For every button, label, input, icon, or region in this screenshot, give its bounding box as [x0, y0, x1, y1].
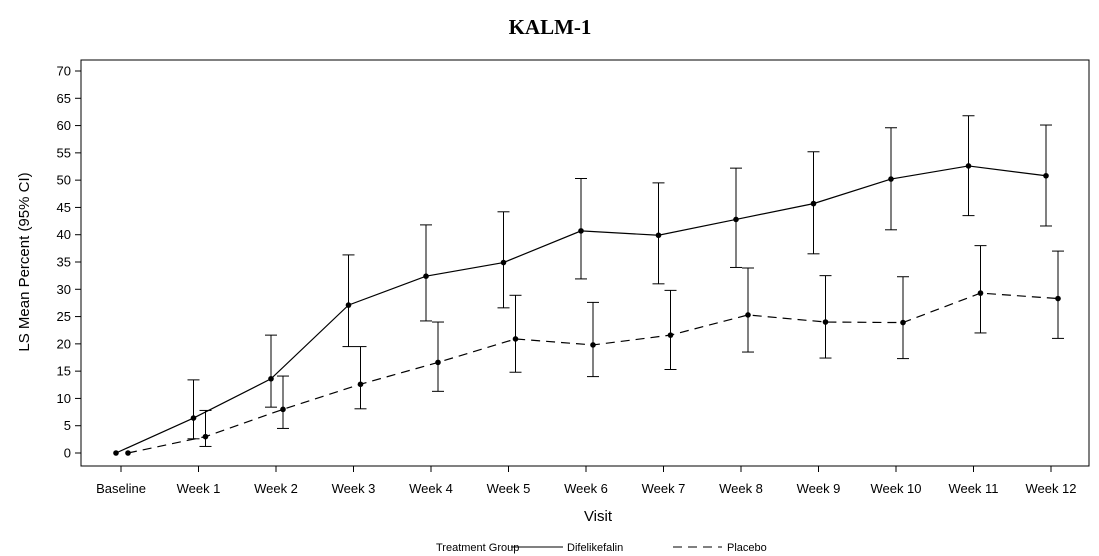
- y-tick-label: 30: [57, 282, 71, 297]
- x-tick-label: Week 10: [870, 481, 921, 496]
- y-tick-label: 25: [57, 309, 71, 324]
- data-point: [1043, 172, 1049, 179]
- data-point: [423, 273, 429, 279]
- x-tick-label: Baseline: [96, 481, 146, 496]
- x-tick-label: Week 5: [487, 481, 531, 496]
- data-point: [202, 433, 209, 440]
- data-point: [578, 228, 584, 234]
- y-tick-label: 50: [57, 173, 71, 188]
- legend: Treatment Group Difelikefalin Placebo: [436, 542, 767, 554]
- plot-frame: [80, 59, 1090, 467]
- x-tick-label: Week 8: [719, 481, 763, 496]
- x-axis-label: Visit: [584, 508, 613, 525]
- data-point: [667, 332, 674, 338]
- x-tick-label: Week 7: [642, 481, 686, 496]
- data-point: [512, 336, 519, 342]
- data-point: [190, 415, 197, 421]
- data-point: [888, 176, 894, 182]
- x-tick-label: Week 11: [948, 481, 998, 496]
- y-tick-label: 45: [57, 200, 71, 215]
- data-point: [500, 259, 507, 266]
- legend-title: Treatment Group: [436, 542, 519, 554]
- y-tick-label: 55: [57, 145, 71, 160]
- data-point: [965, 163, 972, 169]
- series-placebo: [125, 245, 1064, 456]
- x-tick-label: Week 2: [254, 481, 298, 496]
- x-tick-label: Week 4: [409, 481, 453, 496]
- data-point: [345, 302, 352, 308]
- data-point: [745, 312, 751, 318]
- y-tick-label: 40: [57, 227, 71, 242]
- data-point: [268, 375, 274, 382]
- x-tick-label: Week 9: [797, 481, 841, 496]
- y-tick-label: 20: [57, 336, 71, 351]
- y-tick-label: 0: [64, 446, 71, 461]
- data-point: [977, 290, 984, 296]
- data-point: [900, 319, 906, 326]
- y-axis-label: LS Mean Percent (95% CI): [16, 172, 33, 351]
- data-point: [280, 406, 286, 413]
- y-tick-label: 70: [57, 64, 71, 79]
- data-point: [435, 359, 441, 366]
- x-tick-label: Week 12: [1025, 481, 1076, 496]
- x-tick-label: Week 1: [177, 481, 221, 496]
- y-tick-label: 15: [57, 364, 71, 379]
- y-tick-label: 10: [57, 391, 71, 406]
- y-tick-label: 60: [57, 118, 71, 133]
- y-tick-label: 5: [64, 418, 71, 433]
- legend-label-placebo: Placebo: [727, 542, 767, 554]
- data-point: [590, 342, 596, 348]
- plot-area: 0 5 10 15 20 25 30 35 40 45 50 55 60 65 70 Baseline Week…: [57, 59, 1090, 496]
- data-point: [125, 450, 131, 456]
- data-point: [1055, 295, 1061, 302]
- data-point: [113, 450, 119, 456]
- data-point: [357, 381, 364, 388]
- chart-title: KALM-1: [509, 15, 592, 39]
- data-point: [655, 232, 662, 239]
- data-point: [810, 200, 817, 207]
- data-point: [822, 319, 829, 325]
- x-tick-label: Week 6: [564, 481, 608, 496]
- y-tick-label: 35: [57, 255, 71, 270]
- y-tick-label: 65: [57, 91, 71, 106]
- legend-label-difelikefalin: Difelikefalin: [567, 542, 623, 554]
- x-tick-label: Week 3: [332, 481, 376, 496]
- series-difelikefalin: [113, 115, 1052, 456]
- data-point: [733, 216, 739, 223]
